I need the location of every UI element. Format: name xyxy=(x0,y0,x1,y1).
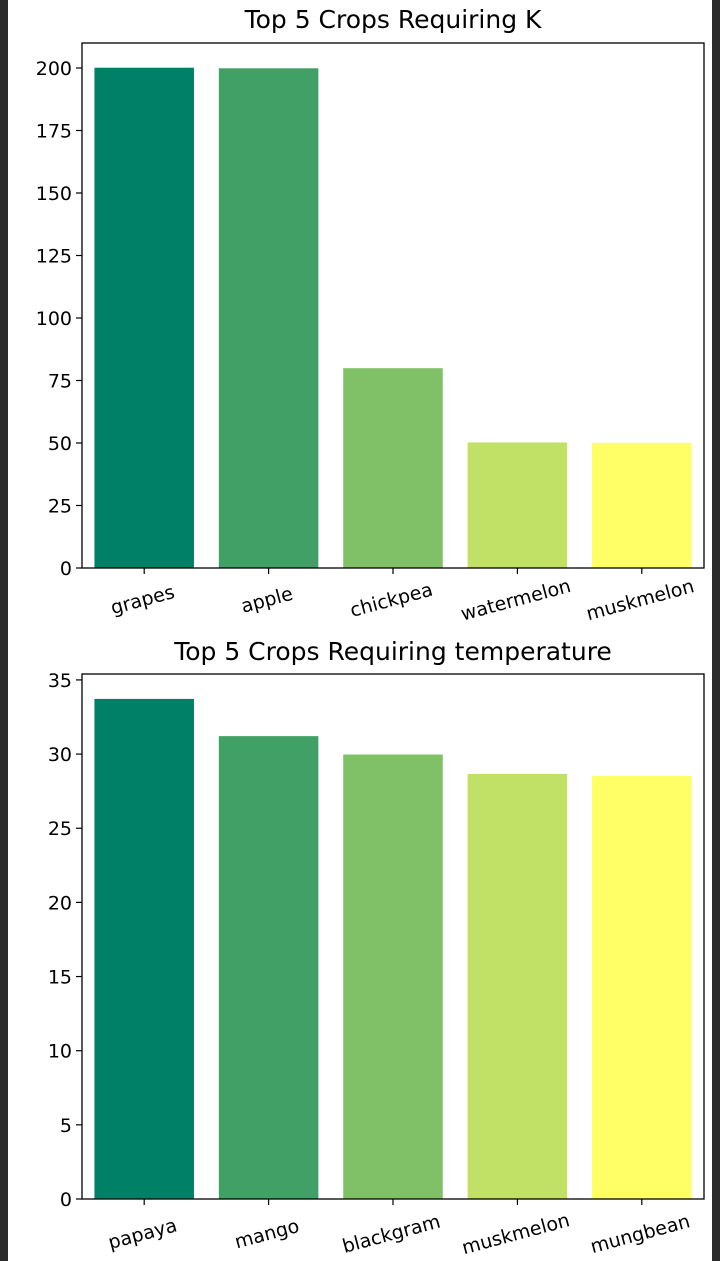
y-tick-label: 10 xyxy=(48,1041,72,1063)
bar-muskmelon xyxy=(467,773,568,1199)
y-tick-label: 150 xyxy=(36,183,72,205)
bar-chickpea xyxy=(343,368,443,568)
x-tick-label: muskmelon xyxy=(584,575,697,625)
x-tick-label: watermelon xyxy=(458,575,573,625)
y-tick-label: 30 xyxy=(48,744,72,766)
x-tick-label: mango xyxy=(232,1215,301,1253)
y-tick-label: 25 xyxy=(48,818,72,840)
y-tick-label: 50 xyxy=(48,433,72,455)
bar-mungbean xyxy=(592,775,692,1199)
bar-mango xyxy=(218,736,319,1199)
y-tick-label: 20 xyxy=(48,892,72,914)
y-tick-label: 175 xyxy=(36,121,72,143)
figure-canvas: Top 5 Crops Requiring K 0 25 50 75 100 125 150 1… xyxy=(8,0,712,1261)
bar-apple xyxy=(218,68,319,568)
y-tick-label: 35 xyxy=(48,670,72,692)
y-tick-label: 125 xyxy=(36,246,72,268)
x-tick-label: grapes xyxy=(108,581,177,619)
chart-1: Top 5 Crops Requiring K 0 25 50 75 100 125 150 1… xyxy=(36,5,705,625)
x-tick-label: blackgram xyxy=(340,1211,443,1258)
bar-muskmelon xyxy=(592,442,692,568)
chart-2: Top 5 Crops Requiring temperature 0 5 10 15 2… xyxy=(48,637,705,1259)
bar-watermelon xyxy=(467,442,568,568)
bar-grapes xyxy=(94,67,194,568)
bar-papaya xyxy=(94,698,194,1199)
y-tick-label: 15 xyxy=(48,967,72,989)
y-tick-label: 75 xyxy=(48,371,72,393)
chart-title: Top 5 Crops Requiring temperature xyxy=(173,637,612,666)
charts-svg: Top 5 Crops Requiring K02550751001251501… xyxy=(36,5,705,1259)
x-tick-label: papaya xyxy=(106,1214,180,1253)
y-tick-label: 100 xyxy=(36,308,72,330)
x-tick-label: mungbean xyxy=(588,1210,692,1258)
y-tick-label: 5 xyxy=(60,1115,72,1137)
y-tick-label: 0 xyxy=(60,558,72,580)
x-tick-label: chickpea xyxy=(348,579,435,622)
y-tick-label: 200 xyxy=(36,58,72,80)
x-tick-label: muskmelon xyxy=(460,1209,573,1259)
bar-blackgram xyxy=(343,754,443,1199)
y-tick-label: 25 xyxy=(48,496,72,518)
x-tick-label: apple xyxy=(239,583,296,618)
chart-title: Top 5 Crops Requiring K xyxy=(244,5,542,34)
y-tick-label: 0 xyxy=(60,1189,72,1211)
